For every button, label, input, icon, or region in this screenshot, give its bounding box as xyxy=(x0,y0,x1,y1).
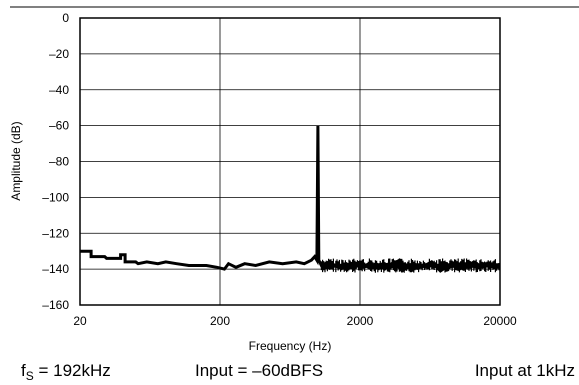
y-tick-label: –120 xyxy=(42,226,69,240)
y-axis-ticks: 0 –20 –40 –60 –80 –100 –120 –140 –160 xyxy=(42,11,69,312)
sample-rate-note: fS = 192kHz xyxy=(21,361,111,383)
y-axis-label: Amplitude (dB) xyxy=(9,121,23,200)
noise-floor xyxy=(320,258,500,273)
grid xyxy=(80,18,500,305)
input-frequency-note: Input at 1kHz xyxy=(474,361,575,380)
y-tick-label: –40 xyxy=(49,83,69,97)
x-axis-label: Frequency (Hz) xyxy=(249,339,332,353)
input-level-note: Input = –60dBFS xyxy=(195,361,324,380)
sample-rate-value: = 192kHz xyxy=(33,361,111,380)
y-tick-label: –140 xyxy=(42,262,69,276)
spectrum-line xyxy=(80,125,501,273)
plot-frame xyxy=(79,17,501,306)
y-tick-label: –60 xyxy=(49,119,69,133)
y-tick-label: –100 xyxy=(42,190,69,204)
y-tick-label: –160 xyxy=(42,298,69,312)
x-tick-label: 200 xyxy=(210,314,230,328)
x-tick-label: 2000 xyxy=(347,314,374,328)
y-tick-label: 0 xyxy=(62,11,69,25)
x-tick-label: 20 xyxy=(73,314,87,328)
y-tick-label: –80 xyxy=(49,155,69,169)
sample-rate-prefix: f xyxy=(21,361,26,380)
x-axis-ticks: 20 200 2000 20000 xyxy=(73,314,517,328)
series-layer xyxy=(80,125,501,273)
sample-rate-subscript: S xyxy=(25,369,34,383)
y-tick-label: –20 xyxy=(49,47,69,61)
x-tick-label: 20000 xyxy=(483,314,517,328)
